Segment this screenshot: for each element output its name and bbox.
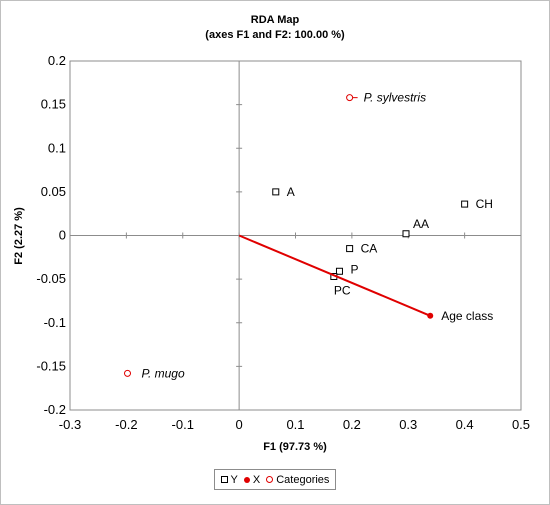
point-p-sylvestris xyxy=(346,94,354,102)
point-label-p-sylvestris: P. sylvestris xyxy=(364,91,426,105)
point-label-p-mugo: P. mugo xyxy=(142,366,185,380)
chart-subtitle: (axes F1 and F2: 100.00 %) xyxy=(205,29,345,41)
y-tick-label: -0.05 xyxy=(36,271,66,286)
filled-circle-marker-icon xyxy=(243,476,250,483)
tick-labels: -0.3 -0.2 -0.1 0 0.1 0.2 0.3 0.4 0.50.20.150.10.… xyxy=(36,53,530,432)
legend-item-y: Y xyxy=(220,473,238,486)
y-tick-label: 0 xyxy=(59,228,66,243)
open-circle-marker-icon xyxy=(266,476,274,483)
y-tick-label: 0.05 xyxy=(41,184,66,199)
point-label-ca: CA xyxy=(361,242,378,256)
x-tick-label: 0.2 xyxy=(343,417,361,432)
x-tick-label: -0.2 xyxy=(115,417,137,432)
y-tick-label: -0.2 xyxy=(44,402,66,417)
y-tick-label: 0.1 xyxy=(48,140,66,155)
y-tick-label: 0.15 xyxy=(41,97,66,112)
x-tick-label: -0.3 xyxy=(59,417,81,432)
chart-legend: Y X Categories xyxy=(214,469,336,490)
y-tick-label: -0.1 xyxy=(44,315,66,330)
x-tick-label: 0.4 xyxy=(456,417,474,432)
x-tick-label: 0.5 xyxy=(512,417,530,432)
legend-item-x: X xyxy=(243,473,261,486)
y-tick-label: 0.2 xyxy=(48,53,66,68)
chart-marks: A CH AA CAP PC Age class P. sylvestris P. mugo xyxy=(124,91,493,380)
point-age-class xyxy=(427,312,434,319)
y-axis-label: F2 (2.27 %) xyxy=(13,207,25,265)
point-ch xyxy=(461,200,469,208)
square-marker-icon xyxy=(220,476,228,483)
point-label-p: P xyxy=(350,262,358,276)
y-tick-label: -0.15 xyxy=(36,358,66,373)
point-label-aa: AA xyxy=(413,217,429,231)
point-label-a: A xyxy=(287,185,295,199)
x-tick-label: -0.1 xyxy=(172,417,194,432)
x-tick-label: 0.3 xyxy=(399,417,417,432)
x-tick-label: 0.1 xyxy=(286,417,304,432)
point-a xyxy=(272,188,280,196)
legend-label-y: Y xyxy=(230,473,238,486)
legend-label-categories: Categories xyxy=(276,473,330,486)
point-aa xyxy=(402,230,410,238)
point-ca xyxy=(346,245,354,253)
x-tick-label: 0 xyxy=(236,417,243,432)
point-p-mugo xyxy=(124,369,132,377)
legend-label-x: X xyxy=(252,473,261,486)
vector-line-age-class xyxy=(238,234,431,317)
legend-item-categories: Categories xyxy=(266,474,329,486)
point-label-pc: PC xyxy=(334,284,351,298)
point-p xyxy=(335,267,343,275)
point-label-ch: CH xyxy=(476,197,493,211)
chart-title: RDA Map xyxy=(251,14,300,26)
point-label-age-class: Age class xyxy=(441,309,493,323)
x-axis-label: F1 (97.73 %) xyxy=(263,441,327,453)
